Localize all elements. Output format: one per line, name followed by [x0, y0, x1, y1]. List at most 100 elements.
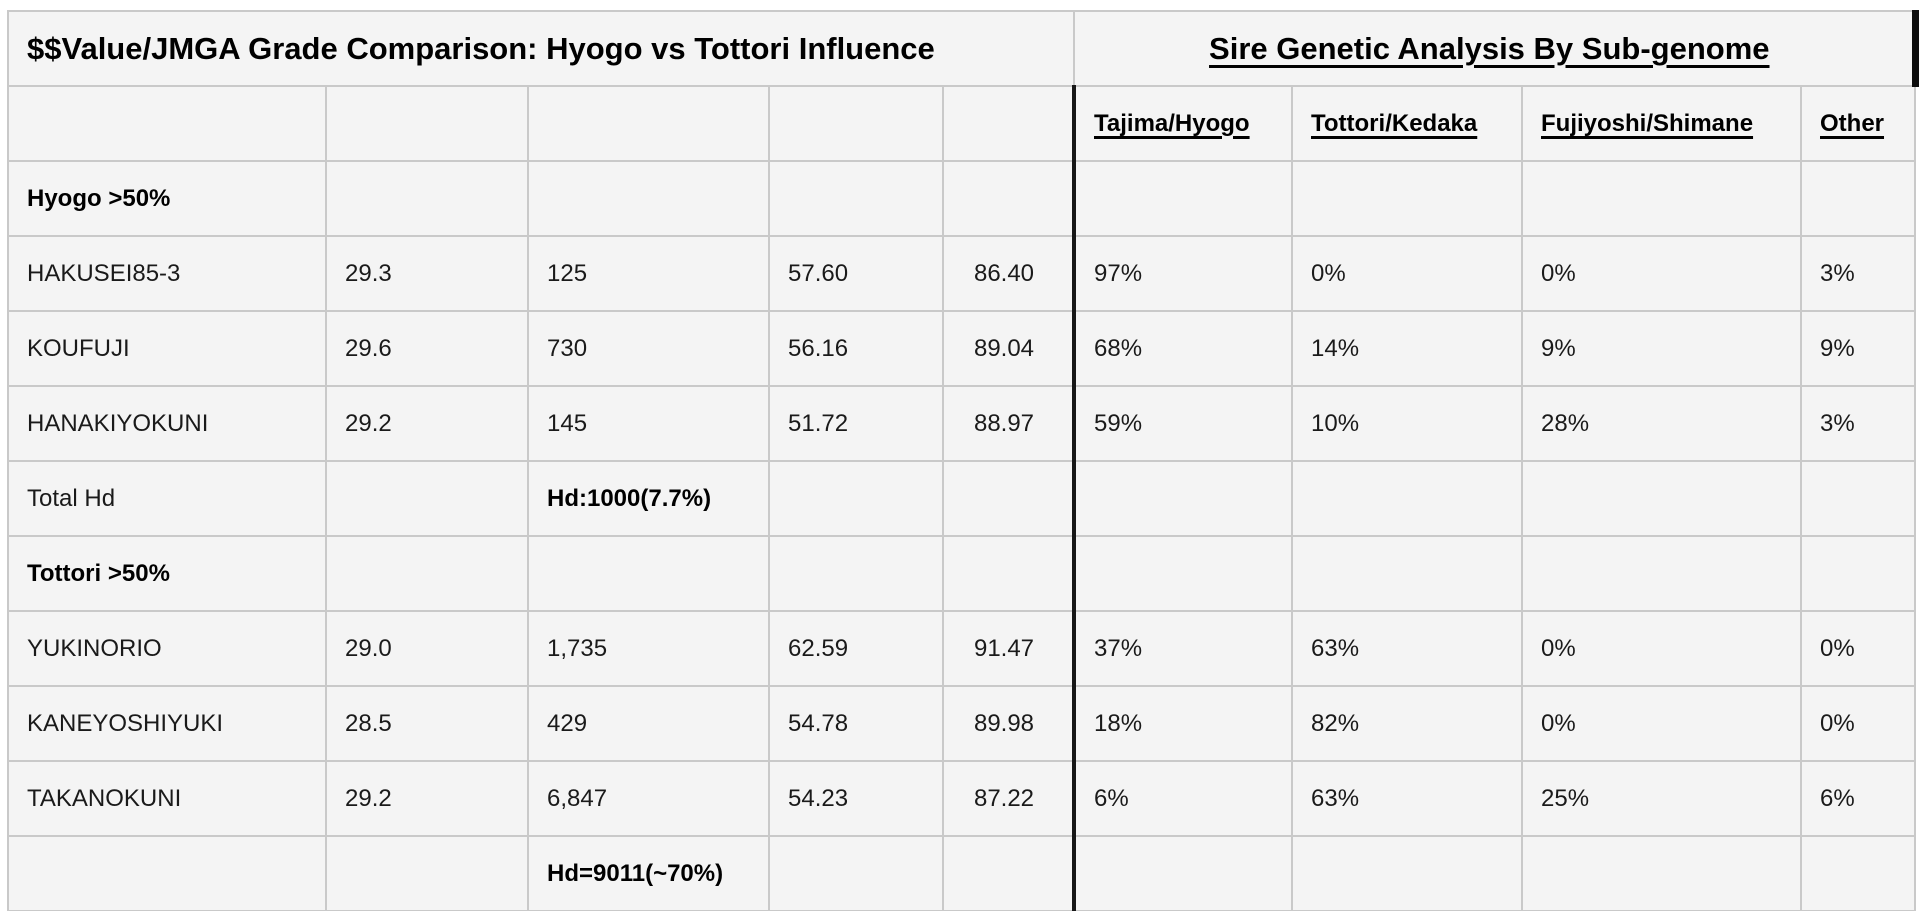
page-title: $$Value/JMGA Grade Comparison: Hyogo vs … — [7, 10, 1075, 87]
cell-percent: 82% — [1291, 685, 1523, 762]
group-label: Tottori >50% — [7, 535, 327, 612]
cell-percent: 28% — [1521, 385, 1802, 462]
cell — [942, 835, 1075, 911]
cell — [325, 835, 529, 911]
cell — [527, 160, 770, 237]
cell — [1521, 535, 1802, 612]
cell: 6,847 — [527, 760, 770, 837]
group-row-hyogo: Hyogo >50% — [7, 160, 1917, 237]
cell — [325, 460, 529, 537]
cell: 1,735 — [527, 610, 770, 687]
col-header-other: Other — [1799, 85, 1917, 162]
cell: 89.04 — [942, 310, 1075, 387]
cell — [1799, 535, 1917, 612]
group-row-tottori: Tottori >50% — [7, 535, 1917, 612]
cell-percent: 59% — [1072, 385, 1293, 462]
table-row: KOUFUJI 29.6 730 56.16 89.04 68% 14% 9% … — [7, 310, 1917, 387]
cell: 29.2 — [325, 760, 529, 837]
cell: 54.78 — [768, 685, 944, 762]
cell: 56.16 — [768, 310, 944, 387]
cell — [768, 160, 944, 237]
cell — [1072, 535, 1293, 612]
cell-percent: 9% — [1521, 310, 1802, 387]
cell — [325, 160, 529, 237]
cell-percent: 9% — [1799, 310, 1917, 387]
cell: 125 — [527, 235, 770, 312]
table-row: HANAKIYOKUNI 29.2 145 51.72 88.97 59% 10… — [7, 385, 1917, 462]
title-row: $$Value/JMGA Grade Comparison: Hyogo vs … — [7, 10, 1919, 87]
cell-sire-name: KANEYOSHIYUKI — [7, 685, 327, 762]
cell-empty — [325, 85, 529, 162]
cell-percent: 0% — [1521, 685, 1802, 762]
cell — [942, 160, 1075, 237]
cell-empty — [942, 85, 1075, 162]
cell-percent: 3% — [1799, 385, 1917, 462]
cell — [768, 835, 944, 911]
cell-percent: 0% — [1799, 685, 1917, 762]
cell-sire-name: TAKANOKUNI — [7, 760, 327, 837]
cell: 89.98 — [942, 685, 1075, 762]
cell-empty — [768, 85, 944, 162]
table-row: YUKINORIO 29.0 1,735 62.59 91.47 37% 63%… — [7, 610, 1917, 687]
cell-percent: 63% — [1291, 610, 1523, 687]
cell-total-value: Hd=9011(~70%) — [527, 835, 770, 911]
cell — [1521, 835, 1802, 911]
cell-sire-name: YUKINORIO — [7, 610, 327, 687]
cell-percent: 37% — [1072, 610, 1293, 687]
cell: 91.47 — [942, 610, 1075, 687]
cell-percent: 14% — [1291, 310, 1523, 387]
cell: 429 — [527, 685, 770, 762]
cell: 29.0 — [325, 610, 529, 687]
col-header-fujiyoshi-shimane: Fujiyoshi/Shimane — [1521, 85, 1802, 162]
cell-empty — [7, 85, 327, 162]
cell-percent: 68% — [1072, 310, 1293, 387]
group-label: Hyogo >50% — [7, 160, 327, 237]
cell — [1521, 160, 1802, 237]
cell — [942, 535, 1075, 612]
cell — [527, 535, 770, 612]
cell — [1799, 160, 1917, 237]
cell-percent: 0% — [1521, 235, 1802, 312]
cell-percent: 0% — [1799, 610, 1917, 687]
cell: 88.97 — [942, 385, 1075, 462]
cell-percent: 6% — [1072, 760, 1293, 837]
cell — [1072, 835, 1293, 911]
cell: 28.5 — [325, 685, 529, 762]
cell-percent: 0% — [1521, 610, 1802, 687]
summary-row-tottori-total: Hd=9011(~70%) — [7, 835, 1917, 911]
cell-sire-name: HANAKIYOKUNI — [7, 385, 327, 462]
cell — [325, 535, 529, 612]
table-row: KANEYOSHIYUKI 28.5 429 54.78 89.98 18% 8… — [7, 685, 1917, 762]
cell — [768, 460, 944, 537]
cell-percent: 97% — [1072, 235, 1293, 312]
cell: 87.22 — [942, 760, 1075, 837]
cell: 57.60 — [768, 235, 944, 312]
cell: 62.59 — [768, 610, 944, 687]
cell — [1521, 460, 1802, 537]
cell-percent: 0% — [1291, 235, 1523, 312]
cell — [1072, 160, 1293, 237]
cell: 29.6 — [325, 310, 529, 387]
section-header: Sire Genetic Analysis By Sub-genome — [1072, 10, 1919, 87]
col-header-tottori-kedaka: Tottori/Kedaka — [1291, 85, 1523, 162]
cell — [1799, 460, 1917, 537]
cell — [1291, 535, 1523, 612]
cell: 86.40 — [942, 235, 1075, 312]
cell — [1291, 160, 1523, 237]
cell-percent: 63% — [1291, 760, 1523, 837]
cell-percent: 25% — [1521, 760, 1802, 837]
table-row: TAKANOKUNI 29.2 6,847 54.23 87.22 6% 63%… — [7, 760, 1917, 837]
cell-empty — [527, 85, 770, 162]
cell: 145 — [527, 385, 770, 462]
cell-percent: 3% — [1799, 235, 1917, 312]
cell-percent: 18% — [1072, 685, 1293, 762]
cell-percent: 10% — [1291, 385, 1523, 462]
cell — [1291, 835, 1523, 911]
cell: 730 — [527, 310, 770, 387]
cell: 29.2 — [325, 385, 529, 462]
cell: 51.72 — [768, 385, 944, 462]
cell — [1799, 835, 1917, 911]
cell-percent: 6% — [1799, 760, 1917, 837]
cell — [7, 835, 327, 911]
cell-total-label: Total Hd — [7, 460, 327, 537]
